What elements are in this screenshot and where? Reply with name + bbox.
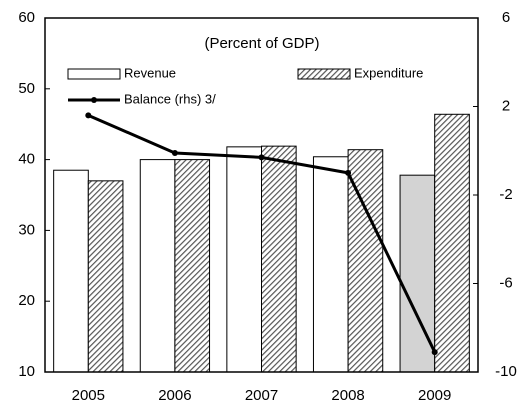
balance-point <box>258 154 265 161</box>
legend-label: Expenditure <box>354 65 423 80</box>
y2-tick-label: -10 <box>495 363 517 380</box>
legend-label: Balance (rhs) 3/ <box>124 91 216 106</box>
y-tick-label: 50 <box>18 80 35 97</box>
legend-swatch <box>67 68 121 80</box>
legend-marker <box>91 97 97 103</box>
x-tick-label: 2009 <box>418 387 451 404</box>
bar <box>312 156 349 373</box>
bar <box>53 169 89 373</box>
balance-point <box>85 112 92 119</box>
y-tick-label: 10 <box>18 363 35 380</box>
x-tick-label: 2005 <box>72 387 105 404</box>
y-tick-label: 20 <box>18 292 35 309</box>
x-tick-label: 2008 <box>331 387 364 404</box>
chart-subtitle: (Percent of GDP) <box>204 35 319 52</box>
bar <box>139 159 176 373</box>
balance-point <box>345 169 352 176</box>
bar <box>434 113 470 373</box>
balance-point <box>171 149 178 156</box>
x-tick-label: 2006 <box>158 387 191 404</box>
plot-frame <box>44 17 479 373</box>
y-tick-label: 40 <box>18 151 35 168</box>
legend-swatch <box>297 68 351 80</box>
y2-tick-label: 6 <box>502 9 510 26</box>
legend-label: Revenue <box>124 65 176 80</box>
bar <box>87 180 124 373</box>
bar <box>226 146 262 373</box>
y-tick-label: 60 <box>18 9 35 26</box>
bar <box>261 145 297 373</box>
y2-tick-label: 2 <box>502 97 510 114</box>
y2-tick-label: -6 <box>499 274 512 291</box>
x-tick-label: 2007 <box>245 387 278 404</box>
y2-tick-label: -2 <box>499 186 512 203</box>
y-tick-label: 30 <box>18 221 35 238</box>
balance-point <box>431 349 438 356</box>
bar <box>174 159 211 373</box>
